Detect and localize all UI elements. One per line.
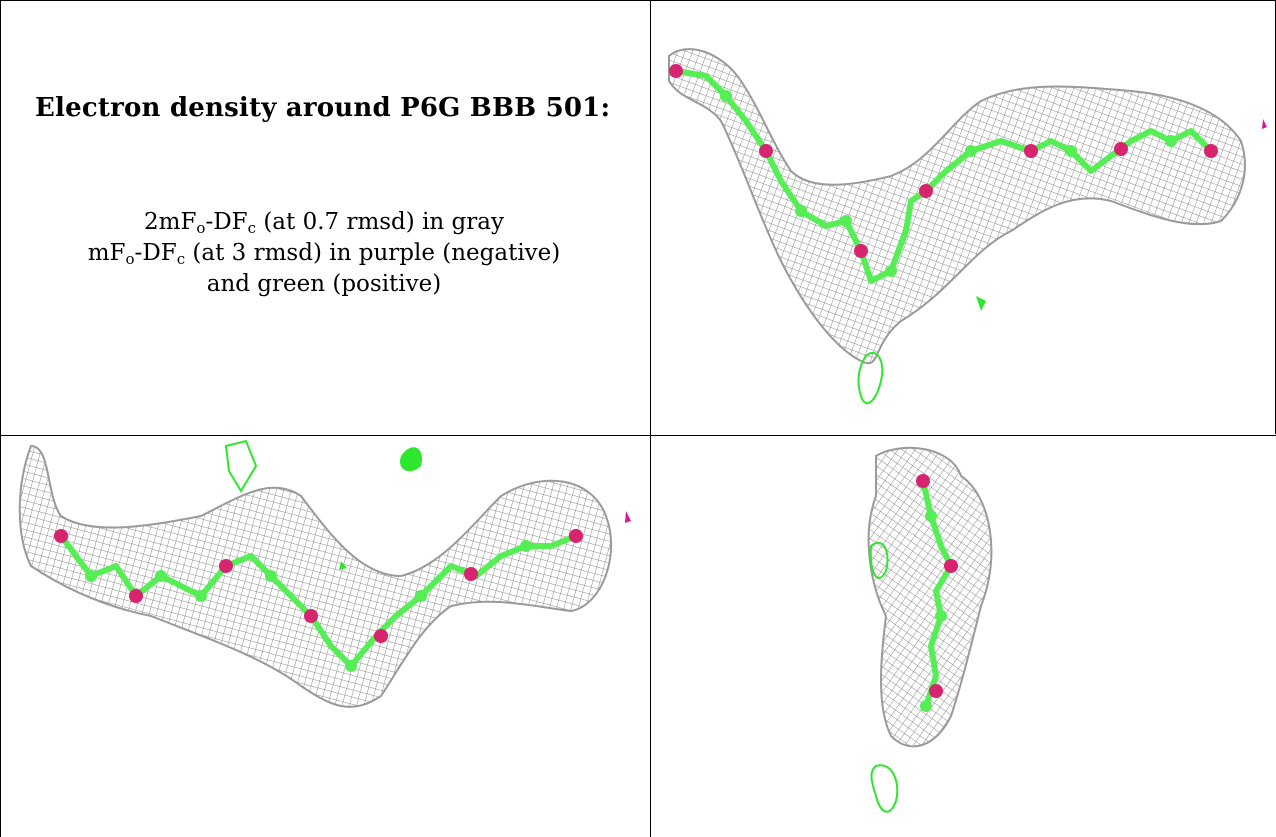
positive-blob-tiny [339, 561, 347, 570]
view-bottom-right [651, 436, 1276, 837]
ligand-chain [920, 480, 954, 707]
mesh-2fofc [867, 446, 993, 748]
positive-blob-small [976, 296, 986, 311]
border-top [0, 0, 1276, 1]
oxygen-atoms [669, 64, 1218, 258]
border-middle [0, 435, 1276, 436]
mesh-2fofc [18, 444, 613, 708]
density-image [18, 439, 631, 708]
view-bottom-left [1, 436, 650, 837]
caption-cell: Electron density around P6G BBB 501: 2mF… [1, 1, 650, 435]
legend-line-positive: and green (positive) [206, 271, 442, 297]
legend-line-2fofc: 2mFo-DFc (at 0.7 rmsd) in gray [144, 209, 504, 237]
border-center [650, 0, 651, 837]
carbon-atoms [920, 510, 947, 712]
oxygen-atoms [54, 529, 583, 643]
positive-blob [857, 351, 884, 405]
border-left [0, 0, 1, 837]
density-image [668, 48, 1267, 405]
view-top-right [651, 1, 1275, 435]
carbon-atoms [85, 540, 532, 672]
oxygen-atoms [916, 474, 958, 698]
carbon-atoms [720, 90, 1177, 277]
negative-blob [625, 511, 631, 523]
positive-blob [870, 764, 899, 813]
positive-blob-small [400, 447, 422, 472]
density-image [867, 446, 993, 813]
figure-title: Electron density around P6G BBB 501: [35, 93, 611, 123]
legend-line-fofc: mFo-DFc (at 3 rmsd) in purple (negative) [87, 240, 561, 268]
positive-blob-side [869, 541, 889, 579]
positive-blob [224, 439, 258, 493]
negative-blob [1262, 119, 1267, 129]
mesh-2fofc [668, 48, 1246, 365]
figure-legend: 2mFo-DFc (at 0.7 rmsd) in gray mFo-DFc (… [1, 207, 647, 300]
